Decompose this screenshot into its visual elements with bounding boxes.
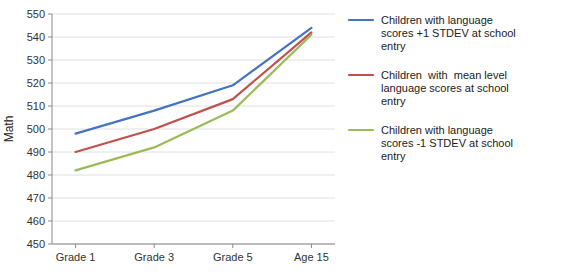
legend-label-line: scores +1 STDEV at school bbox=[381, 27, 516, 39]
x-tick bbox=[232, 244, 233, 248]
x-axis: Grade 1 Grade 3 Grade 5 Age 15 bbox=[52, 244, 335, 263]
y-tick bbox=[48, 129, 52, 130]
y-tick-label: 510 bbox=[27, 100, 45, 112]
series-line bbox=[76, 28, 312, 134]
y-tick bbox=[48, 14, 52, 15]
legend-swatch bbox=[349, 74, 373, 76]
y-tick bbox=[48, 198, 52, 199]
x-tick-label: Age 15 bbox=[294, 251, 329, 263]
y-axis-label: Math bbox=[2, 116, 16, 143]
y-tick bbox=[48, 152, 52, 153]
legend-label-line: language scores at school bbox=[381, 82, 509, 94]
y-tick bbox=[48, 244, 52, 245]
y-tick-label: 540 bbox=[27, 31, 45, 43]
grid-line bbox=[52, 106, 335, 107]
legend-label-line: entry bbox=[381, 95, 406, 107]
y-tick-label: 550 bbox=[27, 8, 45, 20]
y-axis: 450 460 470 480 490 500 510 520 530 540 550 bbox=[27, 8, 52, 250]
y-tick-label: 470 bbox=[27, 192, 45, 204]
legend-label: Children with mean levellanguage scores … bbox=[381, 69, 509, 107]
grid-line bbox=[52, 60, 335, 61]
grid-line bbox=[52, 221, 335, 222]
y-tick-label: 500 bbox=[27, 123, 45, 135]
legend-label: Children with languagescores +1 STDEV at… bbox=[381, 14, 516, 52]
x-tick-label: Grade 5 bbox=[213, 251, 253, 263]
y-axis-line bbox=[52, 14, 53, 244]
y-tick bbox=[48, 175, 52, 176]
series-line bbox=[76, 35, 312, 171]
grid-line bbox=[52, 175, 335, 176]
grid-line bbox=[52, 37, 335, 38]
legend-label-line: Children with language bbox=[381, 124, 493, 136]
x-tick-label: Grade 3 bbox=[134, 251, 174, 263]
y-tick-label: 490 bbox=[27, 146, 45, 158]
legend-label-line: scores -1 STDEV at school bbox=[381, 137, 513, 149]
legend-swatch bbox=[349, 19, 373, 21]
legend-label-line: entry bbox=[381, 150, 406, 162]
legend-label-line: entry bbox=[381, 40, 406, 52]
legend-swatch bbox=[349, 129, 373, 131]
y-tick bbox=[48, 60, 52, 61]
legend: Children with languagescores +1 STDEV at… bbox=[349, 14, 516, 162]
y-tick-label: 530 bbox=[27, 54, 45, 66]
lines bbox=[76, 28, 312, 171]
legend-label-line: Children with mean level bbox=[381, 69, 507, 81]
y-tick bbox=[48, 106, 52, 107]
legend-label: Children with languagescores -1 STDEV at… bbox=[381, 124, 513, 162]
grid-line bbox=[52, 14, 335, 15]
x-tick bbox=[75, 244, 76, 248]
chart-container: 450 460 470 480 490 500 510 520 530 540 550 Grade 1… bbox=[0, 0, 574, 278]
grid-line bbox=[52, 152, 335, 153]
y-tick bbox=[48, 221, 52, 222]
y-tick-label: 480 bbox=[27, 169, 45, 181]
x-tick-label: Grade 1 bbox=[56, 251, 96, 263]
legend-label-line: Children with language bbox=[381, 14, 493, 26]
grid-line bbox=[52, 198, 335, 199]
y-tick-label: 460 bbox=[27, 215, 45, 227]
grid-line bbox=[52, 244, 335, 245]
x-tick bbox=[154, 244, 155, 248]
chart-svg: 450 460 470 480 490 500 510 520 530 540 550 Grade 1… bbox=[0, 0, 574, 278]
y-tick-label: 520 bbox=[27, 77, 45, 89]
series-line bbox=[76, 32, 312, 152]
y-tick bbox=[48, 83, 52, 84]
grid-line bbox=[52, 83, 335, 84]
y-tick bbox=[48, 37, 52, 38]
y-tick-label: 450 bbox=[27, 238, 45, 250]
grid bbox=[52, 14, 335, 244]
x-tick bbox=[311, 244, 312, 248]
x-axis-line bbox=[52, 244, 335, 245]
